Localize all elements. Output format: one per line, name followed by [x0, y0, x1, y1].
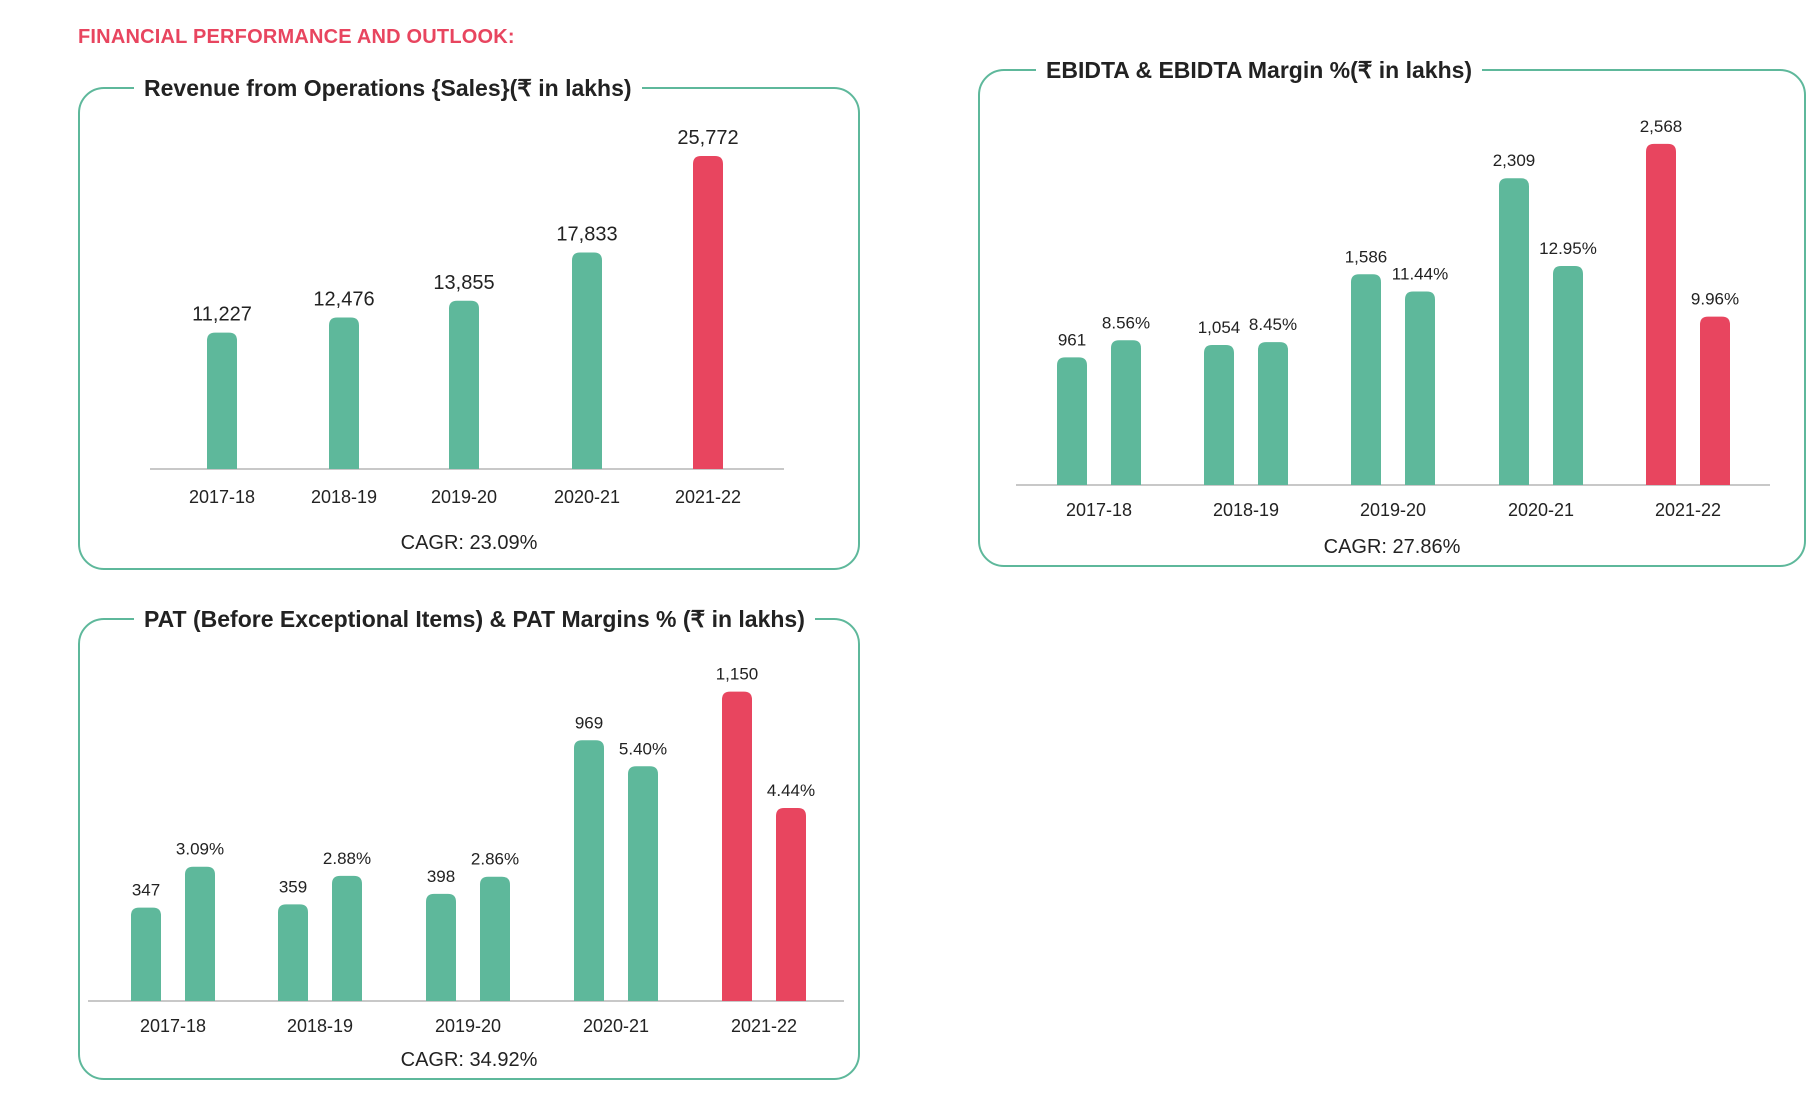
- ebidta-bar-s1-2018-19: [1204, 344, 1234, 485]
- pat-value-label-s2-2019-20: 2.86%: [471, 850, 519, 869]
- pat-chart: 347 3.09% 2017-18 359 2.88% 2018-19 398 2.86% 20…: [88, 665, 844, 1036]
- pat-bar-s2-2021-22: [776, 808, 806, 1001]
- ebidta-value-label-s1-2020-21: 2,309: [1493, 151, 1536, 170]
- pat-category-label-2019-20: 2019-20: [435, 1016, 501, 1036]
- revenue-cagr: CAGR: 23.09%: [400, 532, 538, 554]
- pat-chart-panel: PAT (Before Exceptional Items) & PAT Mar…: [78, 606, 860, 1080]
- revenue-chart-panel: Revenue from Operations {Sales}(₹ in lak…: [78, 75, 860, 570]
- ebidta-value-label-s2-2019-20: 11.44%: [1392, 265, 1448, 284]
- ebidta-category-label-2019-20: 2019-20: [1360, 500, 1426, 520]
- revenue-value-label-s1-2019-20: 13,855: [433, 272, 494, 294]
- ebidta-value-label-s2-2017-18: 8.56%: [1102, 313, 1150, 332]
- ebidta-bar-s2-2017-18: [1111, 340, 1141, 485]
- pat-bar-s1-2018-19: [278, 904, 308, 1001]
- ebidta-chart-panel: EBIDTA & EBIDTA Margin %(₹ in lakhs) 961…: [978, 57, 1806, 567]
- pat-cagr: CAGR: 34.92%: [400, 1049, 538, 1071]
- ebidta-bar-s2-2020-21: [1553, 266, 1583, 485]
- revenue-value-label-s1-2020-21: 17,833: [556, 223, 617, 245]
- pat-value-label-s1-2020-21: 969: [575, 713, 603, 732]
- pat-bar-s1-2017-18: [131, 907, 161, 1001]
- revenue-category-label-2020-21: 2020-21: [554, 487, 620, 507]
- ebidta-category-label-2018-19: 2018-19: [1213, 500, 1279, 520]
- revenue-chart-title: Revenue from Operations {Sales}(₹ in lak…: [134, 75, 642, 101]
- pat-value-label-s1-2017-18: 347: [132, 881, 160, 900]
- ebidta-value-label-s2-2018-19: 8.45%: [1249, 315, 1297, 334]
- ebidta-value-label-s2-2020-21: 12.95%: [1539, 239, 1597, 258]
- revenue-value-label-s1-2017-18: 11,227: [192, 304, 252, 326]
- ebidta-category-label-2020-21: 2020-21: [1508, 500, 1574, 520]
- revenue-bar-s1-2018-19: [329, 317, 359, 469]
- pat-bar-s2-2020-21: [628, 766, 658, 1001]
- pat-bar-s1-2019-20: [426, 893, 456, 1001]
- revenue-bar-s1-2020-21: [572, 252, 602, 469]
- revenue-category-label-2021-22: 2021-22: [675, 487, 741, 507]
- pat-bar-s1-2021-22: [722, 691, 752, 1001]
- ebidta-chart: 961 8.56% 2017-18 1,054 8.45% 2018-19 1,58611.…: [1016, 117, 1770, 520]
- revenue-value-label-s1-2018-19: 12,476: [313, 289, 374, 311]
- revenue-category-label-2019-20: 2019-20: [431, 487, 497, 507]
- revenue-bar-s1-2021-22: [693, 156, 723, 469]
- revenue-bar-s1-2017-18: [207, 332, 237, 469]
- ebidta-cagr: CAGR: 27.86%: [1323, 536, 1461, 558]
- pat-bar-s2-2017-18: [185, 866, 215, 1001]
- ebidta-category-label-2021-22: 2021-22: [1655, 500, 1721, 520]
- page-heading: FINANCIAL PERFORMANCE AND OUTLOOK:: [78, 26, 515, 48]
- ebidta-value-label-s1-2019-20: 1,586: [1345, 247, 1388, 266]
- ebidta-bar-s1-2020-21: [1499, 178, 1529, 485]
- revenue-value-label-s1-2021-22: 25,772: [677, 127, 738, 149]
- pat-chart-title: PAT (Before Exceptional Items) & PAT Mar…: [134, 606, 815, 632]
- revenue-chart: 11,227 2017-18 12,476 2018-19 13,855 2019-20 1…: [150, 127, 784, 507]
- pat-value-label-s1-2019-20: 398: [427, 867, 455, 886]
- pat-category-label-2017-18: 2017-18: [140, 1016, 206, 1036]
- revenue-bar-s1-2019-20: [449, 300, 479, 469]
- ebidta-value-label-s1-2017-18: 961: [1058, 330, 1086, 349]
- pat-value-label-s2-2020-21: 5.40%: [619, 739, 667, 758]
- pat-value-label-s1-2021-22: 1,150: [716, 665, 759, 684]
- ebidta-bar-s1-2017-18: [1057, 357, 1087, 485]
- ebidta-value-label-s2-2021-22: 9.96%: [1691, 290, 1739, 309]
- ebidta-bar-s2-2019-20: [1405, 291, 1435, 485]
- ebidta-value-label-s1-2021-22: 2,568: [1640, 117, 1683, 136]
- ebidta-chart-title: EBIDTA & EBIDTA Margin %(₹ in lakhs): [1036, 57, 1483, 83]
- pat-value-label-s2-2021-22: 4.44%: [767, 781, 815, 800]
- ebidta-bar-s1-2021-22: [1646, 143, 1676, 485]
- pat-bar-s2-2019-20: [480, 876, 510, 1001]
- pat-value-label-s1-2018-19: 359: [279, 877, 307, 896]
- pat-category-label-2018-19: 2018-19: [287, 1016, 353, 1036]
- revenue-category-label-2018-19: 2018-19: [311, 487, 377, 507]
- pat-bar-s1-2020-21: [574, 740, 604, 1001]
- pat-category-label-2020-21: 2020-21: [583, 1016, 649, 1036]
- ebidta-category-label-2017-18: 2017-18: [1066, 500, 1132, 520]
- ebidta-value-label-s1-2018-19: 1,054: [1198, 318, 1241, 337]
- ebidta-bar-s2-2018-19: [1258, 342, 1288, 485]
- pat-value-label-s2-2018-19: 2.88%: [323, 849, 371, 868]
- ebidta-bar-s1-2019-20: [1351, 274, 1381, 485]
- pat-category-label-2021-22: 2021-22: [731, 1016, 797, 1036]
- ebidta-bar-s2-2021-22: [1700, 316, 1730, 485]
- revenue-category-label-2017-18: 2017-18: [189, 487, 255, 507]
- pat-value-label-s2-2017-18: 3.09%: [176, 840, 224, 859]
- pat-bar-s2-2018-19: [332, 875, 362, 1001]
